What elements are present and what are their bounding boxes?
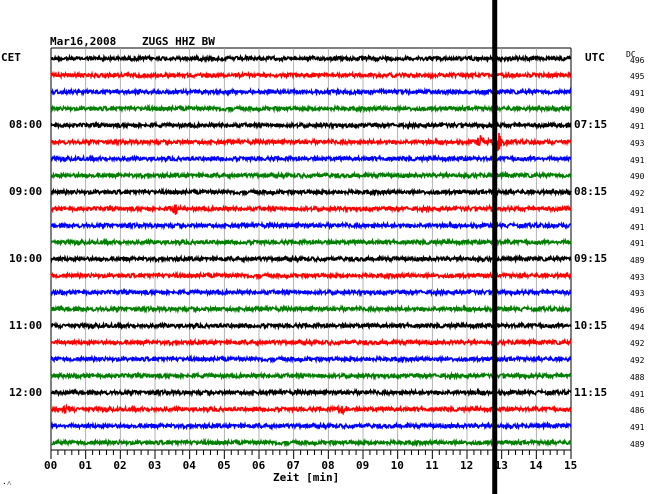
x-tick-label: 06 (252, 459, 266, 472)
right-timezone: UTC (585, 51, 605, 64)
x-tick-label: 01 (78, 459, 92, 472)
dc-offset-value: 496 (630, 306, 645, 315)
dc-offset-value: 489 (630, 439, 645, 449)
x-tick-label: 08 (321, 459, 335, 472)
trace-14 (50, 270, 572, 281)
trace-21 (50, 387, 572, 398)
x-tick-label: 13 (494, 459, 508, 472)
left-time-label: 09:00 (9, 185, 43, 199)
dc-offset-value: 492 (630, 356, 645, 366)
x-tick-label: 12 (460, 459, 474, 472)
dc-offset-value: 491 (630, 155, 645, 165)
left-timezone: CET (1, 51, 21, 64)
header-date: Mar16,2008 (50, 35, 117, 48)
trace-2 (50, 70, 572, 81)
trace-7 (50, 153, 572, 164)
x-tick-label: 15 (564, 459, 578, 472)
dc-offset-value: 492 (630, 189, 645, 199)
corner-mark: ·˄ (2, 479, 12, 488)
dc-offset-value: 490 (630, 105, 645, 115)
trace-18 (50, 337, 572, 348)
trace-3 (50, 86, 572, 97)
trace-24 (50, 437, 572, 448)
left-time-label: 12:00 (9, 385, 43, 399)
trace-13 (50, 254, 572, 264)
trace-22 (50, 403, 572, 416)
dc-offset-value: 491 (630, 222, 645, 232)
dc-offset-value: 491 (630, 88, 645, 98)
trace-23 (50, 421, 572, 431)
dc-offset-value: 488 (630, 372, 645, 382)
dc-offset-value: 489 (630, 255, 645, 265)
trace-5 (50, 120, 572, 131)
left-time-label: 08:00 (9, 118, 43, 132)
trace-10 (50, 203, 572, 215)
dc-offset-value: 491 (630, 239, 645, 249)
x-tick-label: 05 (217, 459, 231, 472)
left-time-label: 11:00 (9, 318, 43, 332)
trace-8 (50, 170, 572, 181)
trace-9 (50, 187, 572, 197)
trace-15 (50, 287, 572, 298)
x-tick-label: 02 (113, 459, 127, 472)
dc-offset-value: 491 (630, 205, 645, 215)
right-time-label: 07:15 (574, 118, 608, 132)
x-tick-label: 00 (44, 459, 58, 472)
dc-offset-value: 495 (630, 72, 645, 82)
x-tick-label: 14 (529, 459, 543, 472)
dc-offset-value: 493 (630, 139, 645, 148)
dc-offset-value: 491 (630, 122, 645, 132)
x-tick-label: 07 (286, 459, 300, 472)
dc-offset-value: 493 (630, 289, 645, 299)
dc-label: DC (626, 50, 636, 59)
x-tick-label: 11 (425, 459, 439, 472)
right-time-label: 08:15 (574, 185, 608, 199)
dc-offset-value: 494 (630, 322, 645, 332)
x-axis-label: Zeit [min] (273, 471, 340, 484)
trace-11 (50, 220, 572, 231)
x-tick-label: 09 (356, 459, 370, 472)
x-tick-label: 03 (148, 459, 162, 472)
trace-19 (50, 354, 572, 364)
right-time-label: 11:15 (574, 385, 608, 399)
dc-offset-value: 491 (630, 422, 645, 432)
trace-12 (50, 237, 572, 248)
trace-6 (50, 132, 572, 152)
trace-16 (50, 303, 572, 314)
left-time-label: 10:00 (9, 251, 43, 265)
right-time-label: 10:15 (574, 318, 608, 332)
trace-17 (50, 320, 572, 331)
x-tick-label: 04 (182, 459, 196, 472)
dc-offset-value: 492 (630, 339, 645, 349)
dc-offset-value: 490 (630, 172, 645, 182)
dc-offset-value: 496 (630, 55, 645, 65)
dc-offset-value: 493 (630, 272, 645, 282)
dc-offset-value: 486 (630, 406, 645, 416)
dc-offset-value: 491 (630, 389, 645, 399)
right-time-label: 09:15 (574, 251, 608, 265)
header-station: ZUGS HHZ BW (142, 35, 215, 48)
x-tick-label: 10 (390, 459, 404, 472)
trace-20 (50, 370, 572, 381)
trace-4 (50, 103, 572, 114)
trace-1 (50, 53, 572, 64)
